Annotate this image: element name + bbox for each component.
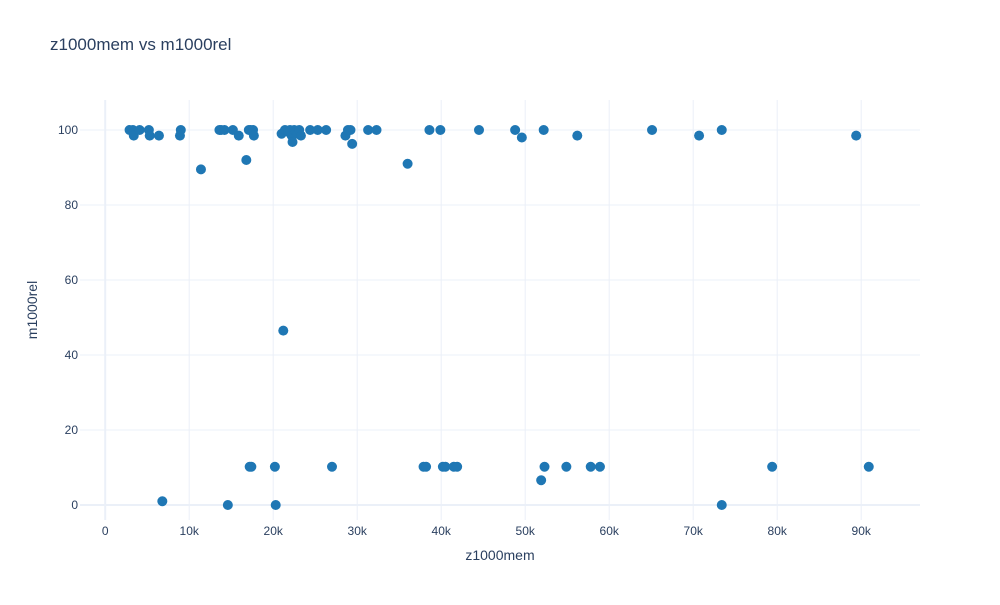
data-point[interactable] — [219, 125, 230, 135]
data-point[interactable] — [248, 130, 259, 141]
data-point[interactable] — [424, 125, 435, 135]
data-point[interactable] — [594, 461, 605, 472]
data-point[interactable] — [287, 137, 298, 147]
data-points — [124, 125, 874, 510]
x-axis-title: z1000mem — [465, 547, 534, 563]
x-tick-label: 30k — [348, 524, 368, 538]
data-point[interactable] — [516, 132, 527, 143]
data-point[interactable] — [153, 130, 164, 141]
y-tick-label: 40 — [65, 348, 79, 362]
x-tick-label: 80k — [768, 524, 788, 538]
data-point[interactable] — [222, 500, 233, 510]
data-point[interactable] — [402, 158, 413, 169]
data-point[interactable] — [561, 461, 572, 472]
data-point[interactable] — [435, 125, 446, 135]
data-point[interactable] — [347, 138, 358, 149]
y-tick-label: 60 — [65, 273, 79, 287]
tick-labels: 0 10k 20k 30k 40k 50k 60k 70k 80k 90k 0 20 40 60 80 100 — [58, 123, 872, 538]
x-tick-label: 40k — [432, 524, 452, 538]
data-point[interactable] — [305, 125, 316, 135]
data-point[interactable] — [244, 461, 255, 472]
data-point[interactable] — [440, 461, 451, 472]
data-point[interactable] — [585, 461, 596, 472]
data-point[interactable] — [295, 130, 306, 141]
data-point[interactable] — [539, 461, 550, 472]
data-point[interactable] — [327, 461, 337, 472]
data-point[interactable] — [144, 130, 155, 141]
data-point[interactable] — [572, 130, 583, 141]
data-point[interactable] — [195, 164, 206, 175]
data-point[interactable] — [647, 125, 658, 135]
x-tick-label: 20k — [264, 524, 284, 538]
data-point[interactable] — [371, 125, 382, 135]
data-point[interactable] — [716, 125, 727, 135]
data-point[interactable] — [767, 461, 778, 472]
data-point[interactable] — [716, 500, 727, 510]
data-point[interactable] — [157, 496, 168, 507]
data-point[interactable] — [452, 461, 463, 472]
data-point[interactable] — [269, 461, 280, 472]
data-point[interactable] — [278, 325, 289, 336]
data-point[interactable] — [321, 125, 332, 135]
x-tick-label: 10k — [180, 524, 200, 538]
data-point[interactable] — [538, 125, 549, 135]
data-point[interactable] — [233, 130, 244, 141]
data-point[interactable] — [174, 130, 185, 141]
y-tick-label: 100 — [58, 123, 78, 137]
x-tick-label: 0 — [102, 524, 109, 538]
data-point[interactable] — [134, 125, 145, 135]
data-point[interactable] — [421, 461, 432, 472]
data-point[interactable] — [863, 461, 874, 472]
data-point[interactable] — [536, 475, 547, 486]
data-point[interactable] — [241, 155, 252, 165]
data-point[interactable] — [510, 125, 521, 135]
data-point[interactable] — [345, 125, 356, 135]
data-point[interactable] — [270, 500, 281, 510]
data-point[interactable] — [474, 125, 484, 135]
x-tick-label: 70k — [684, 524, 704, 538]
y-tick-label: 80 — [65, 198, 79, 212]
x-tick-label: 50k — [516, 524, 536, 538]
grid-layer — [80, 100, 920, 520]
y-tick-label: 20 — [65, 423, 79, 437]
data-point[interactable] — [851, 130, 862, 141]
data-point[interactable] — [312, 125, 323, 135]
y-tick-label: 0 — [71, 498, 78, 512]
data-point[interactable] — [363, 125, 374, 135]
x-tick-label: 60k — [600, 524, 620, 538]
data-point[interactable] — [694, 130, 705, 141]
x-tick-label: 90k — [852, 524, 872, 538]
y-axis-title: m1000rel — [24, 281, 40, 339]
chart-title: z1000mem vs m1000rel — [50, 35, 231, 54]
